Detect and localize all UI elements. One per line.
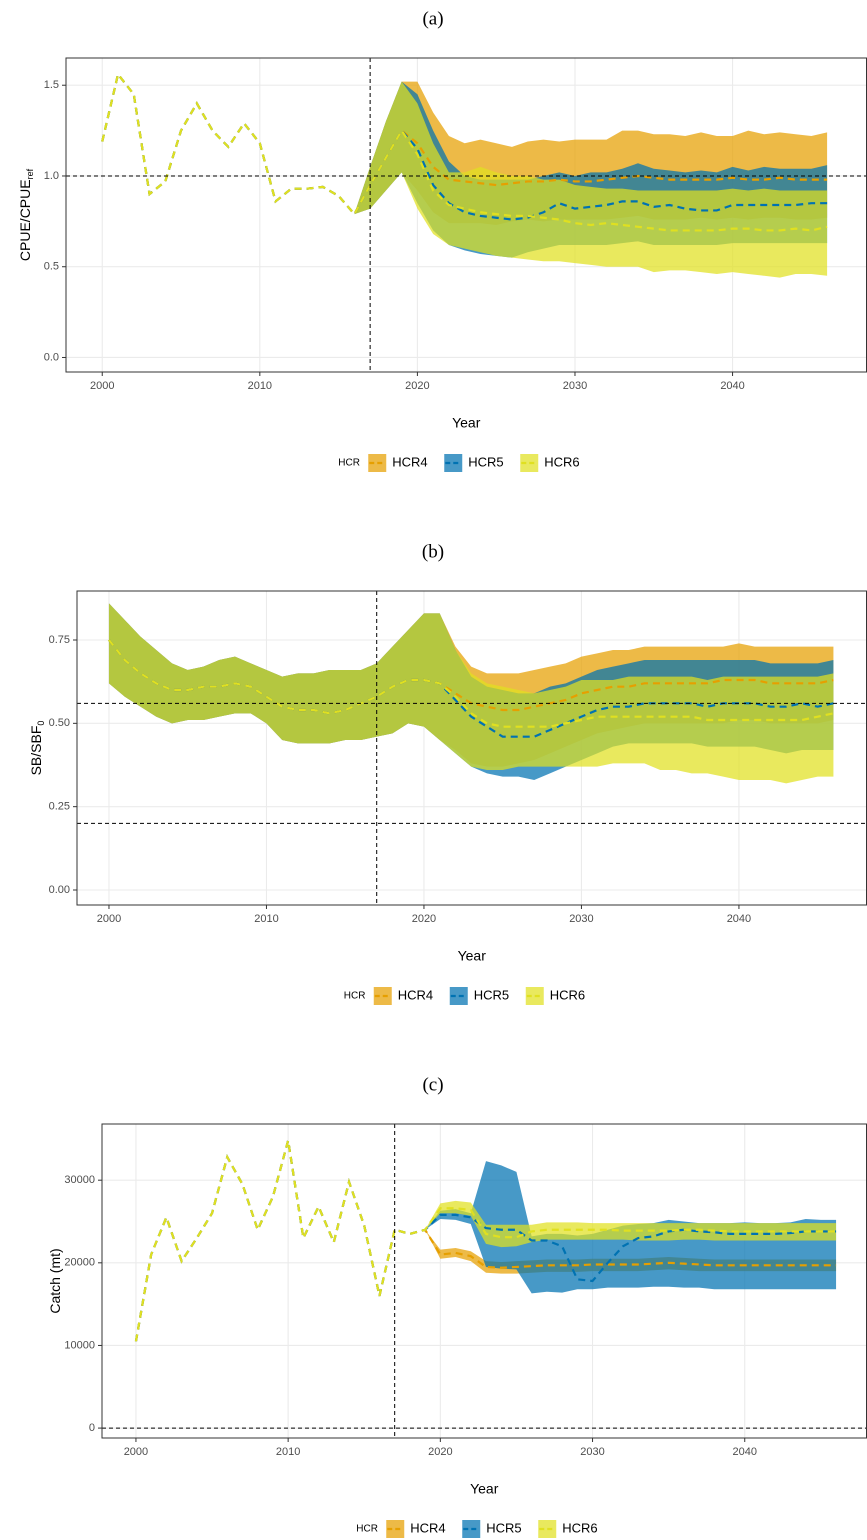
plot-area	[66, 58, 867, 372]
panel-title: (a)	[422, 8, 443, 29]
panel-title: (b)	[422, 541, 444, 562]
x-tick-label: 2030	[580, 1446, 604, 1458]
legend-label: HCR5	[468, 454, 503, 469]
x-axis-title: Year	[470, 1481, 499, 1497]
y-tick-label: 0.25	[49, 801, 70, 813]
legend-label: HCR4	[410, 1520, 445, 1535]
legend: HCR HCR4 HCR5 HCR6	[338, 454, 580, 472]
panel: 2000 2010 2020 2030 2040 0.00 0.25 0.50 0.75 (b) Y…	[28, 541, 867, 1005]
ribbon	[354, 81, 828, 278]
legend-label: HCR4	[398, 987, 433, 1002]
x-tick-label: 2010	[248, 380, 272, 392]
legend-title: HCR	[338, 458, 360, 469]
y-axis-title-sub: ref	[25, 168, 35, 179]
legend: HCR HCR4 HCR5 HCR6	[356, 1520, 598, 1538]
panel: 2000 2010 2020 2030 2040 0.0 0.5 1.0 1.5 (a) Year C…	[17, 8, 867, 472]
x-tick-label: 2000	[90, 380, 114, 392]
x-tick-label: 2030	[563, 380, 587, 392]
x-tick-label: 2020	[428, 1446, 452, 1458]
y-tick-label: 1.0	[44, 170, 59, 182]
legend: HCR HCR4 HCR5 HCR6	[344, 987, 585, 1005]
plot-area	[77, 591, 867, 905]
y-axis-title: Catch (mt)	[47, 1248, 63, 1313]
ribbon	[425, 1200, 837, 1248]
x-tick-label: 2010	[276, 1446, 300, 1458]
ribbon	[108, 603, 834, 784]
median-line	[108, 639, 834, 728]
y-axis-title-text: CPUE/CPUE	[17, 179, 33, 261]
x-tick-label: 2000	[97, 913, 121, 925]
legend-label: HCR6	[550, 987, 585, 1002]
y-tick-label: 0.50	[49, 717, 70, 729]
y-axis-title: SB/SBF0	[28, 721, 47, 776]
legend-label: HCR5	[486, 1520, 521, 1535]
x-axis-title: Year	[458, 948, 487, 964]
median-line	[108, 639, 834, 738]
legend-label: HCR5	[474, 987, 509, 1002]
legend-title: HCR	[344, 991, 366, 1002]
y-axis-title: CPUE/CPUEref	[17, 168, 36, 261]
x-tick-label: 2010	[254, 913, 278, 925]
panel: 2000 2010 2020 2030 2040 0 10000 20000 30000 (c) Y…	[47, 1074, 867, 1538]
legend-title: HCR	[356, 1524, 378, 1535]
y-tick-label: 0.75	[49, 634, 70, 646]
median-line	[101, 71, 828, 217]
x-tick-label: 2000	[124, 1446, 148, 1458]
x-tick-label: 2020	[412, 913, 436, 925]
y-tick-label: 10000	[64, 1339, 95, 1351]
legend-label: HCR6	[544, 454, 579, 469]
legend-label: HCR4	[392, 454, 427, 469]
y-tick-label: 1.5	[44, 79, 59, 91]
panel-title: (c)	[422, 1074, 443, 1095]
x-tick-label: 2040	[732, 1446, 756, 1458]
plot-area	[102, 1124, 867, 1438]
x-tick-label: 2040	[720, 380, 744, 392]
median-line	[101, 71, 828, 221]
y-tick-label: 0.5	[44, 261, 59, 273]
y-tick-label: 20000	[64, 1257, 95, 1269]
legend-label: HCR6	[562, 1520, 597, 1535]
median-line	[134, 1140, 837, 1342]
x-tick-label: 2030	[569, 913, 593, 925]
y-tick-label: 0.00	[49, 884, 70, 896]
y-tick-label: 0	[89, 1422, 95, 1434]
x-axis-title: Year	[452, 415, 481, 431]
x-tick-label: 2020	[405, 380, 429, 392]
y-tick-label: 30000	[64, 1174, 95, 1186]
y-axis-title-text: Catch (mt)	[47, 1248, 63, 1313]
y-tick-label: 0.0	[44, 351, 59, 363]
y-axis-title-sub: 0	[36, 721, 46, 726]
x-tick-label: 2040	[727, 913, 751, 925]
y-axis-title-text: SB/SBF	[28, 726, 44, 776]
